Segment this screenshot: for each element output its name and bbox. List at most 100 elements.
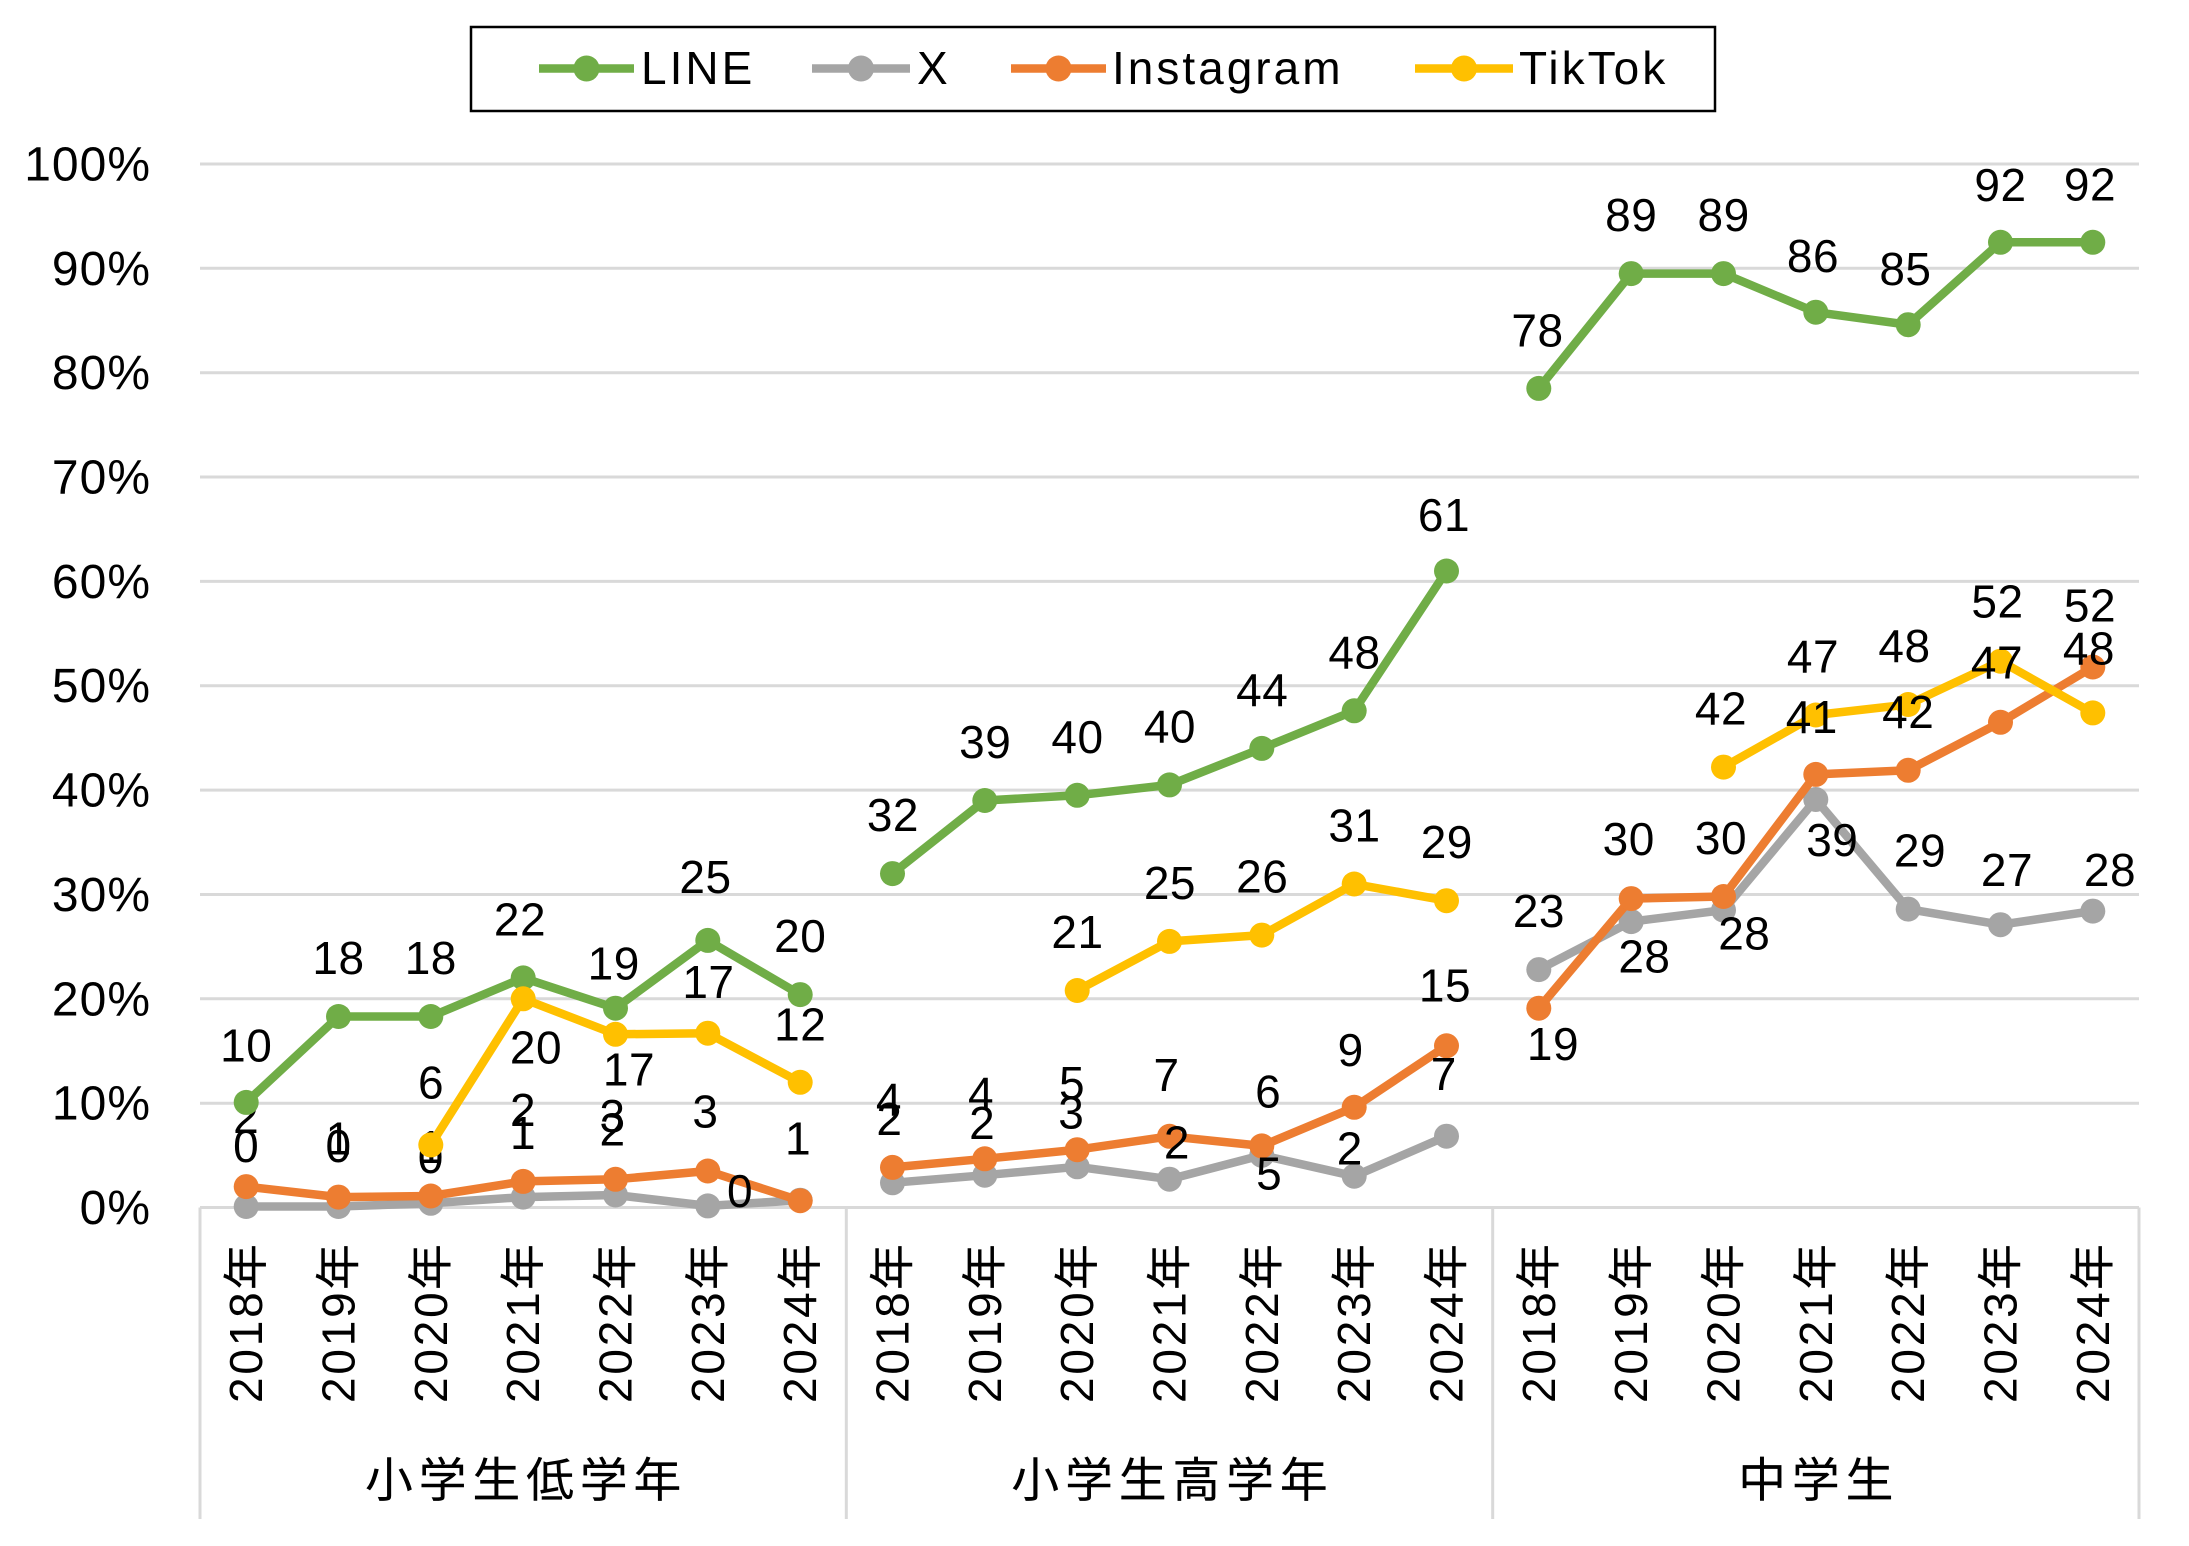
svg-text:2022: 2022	[1882, 1289, 1934, 1403]
svg-text:LINE: LINE	[641, 42, 755, 94]
svg-text:2022: 2022	[1236, 1289, 1288, 1403]
svg-text:2024: 2024	[1421, 1289, 1473, 1403]
svg-text:70%: 70%	[52, 452, 151, 505]
svg-text:31: 31	[1328, 800, 1380, 852]
svg-text:44: 44	[1236, 664, 1288, 716]
svg-text:27: 27	[1981, 844, 2033, 896]
svg-text:2: 2	[876, 1093, 902, 1145]
svg-text:2021: 2021	[497, 1289, 549, 1403]
svg-text:30: 30	[1603, 813, 1655, 865]
svg-text:0%: 0%	[80, 1182, 151, 1235]
svg-text:5: 5	[1256, 1147, 1282, 1199]
svg-text:2024: 2024	[2067, 1289, 2119, 1403]
svg-text:3: 3	[599, 1090, 625, 1142]
svg-text:2019: 2019	[959, 1289, 1011, 1403]
svg-text:89: 89	[1605, 189, 1657, 241]
svg-text:39: 39	[1806, 814, 1858, 866]
svg-text:0: 0	[727, 1165, 753, 1217]
svg-text:48: 48	[1878, 620, 1930, 672]
svg-text:1: 1	[785, 1113, 811, 1165]
svg-text:92: 92	[1974, 159, 2026, 211]
svg-text:9: 9	[1338, 1024, 1364, 1076]
svg-text:19: 19	[588, 938, 640, 990]
svg-text:12: 12	[774, 998, 826, 1050]
svg-text:2021: 2021	[1790, 1289, 1842, 1403]
svg-text:20%: 20%	[52, 973, 151, 1026]
svg-text:100%: 100%	[24, 139, 151, 192]
svg-text:28: 28	[1618, 931, 1670, 983]
svg-text:23: 23	[1513, 885, 1565, 937]
svg-text:6: 6	[418, 1056, 444, 1108]
svg-text:2023: 2023	[682, 1289, 734, 1403]
svg-text:40%: 40%	[52, 765, 151, 818]
svg-text:60%: 60%	[52, 556, 151, 609]
svg-text:41: 41	[1786, 691, 1838, 743]
svg-text:80%: 80%	[52, 347, 151, 400]
svg-text:2022: 2022	[590, 1289, 642, 1403]
svg-text:40: 40	[1144, 700, 1196, 752]
svg-text:2018: 2018	[867, 1289, 919, 1403]
svg-text:85: 85	[1879, 243, 1931, 295]
svg-text:6: 6	[1255, 1066, 1281, 1118]
svg-text:15: 15	[1419, 960, 1471, 1012]
svg-text:0: 0	[233, 1120, 259, 1172]
svg-text:52: 52	[2064, 580, 2116, 632]
svg-text:2020: 2020	[405, 1289, 457, 1403]
svg-text:30%: 30%	[52, 869, 151, 922]
svg-text:0: 0	[325, 1120, 351, 1172]
svg-text:20: 20	[774, 910, 826, 962]
svg-text:78: 78	[1511, 305, 1563, 357]
svg-text:28: 28	[1718, 908, 1770, 960]
svg-text:42: 42	[1882, 686, 1934, 738]
svg-text:28: 28	[2084, 844, 2136, 896]
svg-text:47: 47	[1971, 637, 2023, 689]
svg-text:7: 7	[1431, 1048, 1457, 1100]
svg-text:2: 2	[1337, 1123, 1363, 1175]
svg-text:5: 5	[1059, 1057, 1085, 1109]
svg-text:61: 61	[1418, 489, 1470, 541]
svg-text:TikTok: TikTok	[1519, 42, 1668, 94]
svg-text:18: 18	[405, 932, 457, 984]
svg-text:2018: 2018	[1513, 1289, 1565, 1403]
svg-text:21: 21	[1051, 906, 1103, 958]
svg-text:2024: 2024	[774, 1289, 826, 1403]
svg-text:39: 39	[959, 716, 1011, 768]
svg-text:2020: 2020	[1051, 1289, 1103, 1403]
svg-text:17: 17	[603, 1044, 655, 1096]
svg-text:22: 22	[494, 894, 546, 946]
svg-text:52: 52	[1971, 576, 2023, 628]
svg-text:42: 42	[1695, 683, 1747, 735]
svg-text:48: 48	[2063, 622, 2115, 674]
svg-text:3: 3	[692, 1086, 718, 1138]
svg-text:2: 2	[969, 1097, 995, 1149]
svg-text:10%: 10%	[52, 1078, 151, 1131]
svg-text:29: 29	[1894, 825, 1946, 877]
svg-text:7: 7	[1153, 1049, 1179, 1101]
svg-text:86: 86	[1787, 230, 1839, 282]
svg-text:19: 19	[1527, 1018, 1579, 1070]
svg-text:50%: 50%	[52, 660, 151, 713]
svg-text:18: 18	[312, 932, 364, 984]
svg-text:29: 29	[1421, 816, 1473, 868]
svg-text:40: 40	[1051, 711, 1103, 763]
svg-text:2: 2	[1164, 1117, 1190, 1169]
svg-text:30: 30	[1695, 812, 1747, 864]
svg-text:20: 20	[510, 1022, 562, 1074]
svg-text:2018: 2018	[220, 1289, 272, 1403]
svg-text:1: 1	[325, 1112, 351, 1164]
svg-text:32: 32	[867, 789, 919, 841]
svg-text:4: 4	[968, 1068, 994, 1120]
svg-text:2023: 2023	[1328, 1289, 1380, 1403]
svg-text:89: 89	[1698, 189, 1750, 241]
svg-text:2019: 2019	[313, 1289, 365, 1403]
svg-text:2: 2	[510, 1084, 536, 1136]
svg-text:25: 25	[679, 851, 731, 903]
svg-text:1: 1	[510, 1107, 536, 1159]
svg-text:1: 1	[785, 1113, 811, 1165]
svg-text:25: 25	[1144, 857, 1196, 909]
svg-text:47: 47	[1787, 630, 1839, 682]
svg-text:92: 92	[2064, 159, 2116, 211]
svg-text:10: 10	[220, 1020, 272, 1072]
svg-text:Instagram: Instagram	[1112, 42, 1344, 94]
svg-text:3: 3	[1058, 1087, 1084, 1139]
